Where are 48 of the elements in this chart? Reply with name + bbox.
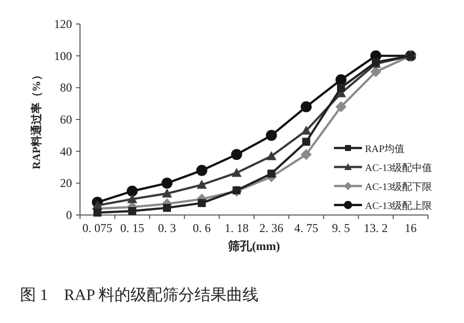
y-tick-label: 60 xyxy=(60,112,72,126)
point xyxy=(300,149,312,160)
x-tick-label: 0. 6 xyxy=(192,221,211,235)
y-tick-label: 80 xyxy=(60,80,72,95)
point xyxy=(196,164,208,176)
caption: 图 1 RAP 料的级配筛分结果曲线 xyxy=(20,286,259,304)
y-tick-label: 20 xyxy=(60,176,72,190)
point xyxy=(196,180,207,189)
x-tick-label: 0. 3 xyxy=(158,221,176,235)
point xyxy=(232,168,242,177)
point xyxy=(163,204,171,212)
point xyxy=(267,170,276,178)
point xyxy=(302,138,310,146)
x-tick-label: 13. 2 xyxy=(364,221,388,235)
y-axis-title: RAP料通过率（%） xyxy=(30,70,43,170)
x-tick-label: 2. 36 xyxy=(259,221,284,235)
point xyxy=(231,149,242,160)
point xyxy=(337,84,345,92)
legend-label: RAP均值 xyxy=(365,143,404,155)
x-tick-label: 4. 75 xyxy=(294,221,318,235)
point xyxy=(301,126,312,135)
point xyxy=(128,207,136,216)
x-tick-label: 9. 5 xyxy=(332,221,350,235)
legend-label: AC-13级配中值 xyxy=(365,162,432,174)
point xyxy=(336,74,346,86)
y-tick-label: 0 xyxy=(66,208,72,222)
point xyxy=(126,186,138,197)
point xyxy=(198,199,206,208)
point xyxy=(232,186,241,194)
point xyxy=(266,151,276,160)
point xyxy=(266,130,277,141)
point xyxy=(162,188,172,198)
x-tick-label: 0. 075 xyxy=(82,221,112,235)
legend-label: AC-13级配下限 xyxy=(365,181,432,193)
x-tick-label: 16 xyxy=(404,221,417,235)
x-tick-label: 1. 18 xyxy=(224,221,249,235)
y-tick-label: 100 xyxy=(54,48,72,63)
y-tick-label: 40 xyxy=(60,144,72,158)
point xyxy=(162,178,172,189)
point xyxy=(127,194,138,204)
legend-label: AC-13级配上限 xyxy=(365,200,432,212)
point xyxy=(300,101,312,112)
y-tick-label: 120 xyxy=(54,17,72,31)
x-axis-title: 筛孔(mm) xyxy=(227,239,280,253)
point xyxy=(336,101,346,112)
point xyxy=(370,66,382,78)
point xyxy=(93,208,102,217)
x-tick-label: 0. 15 xyxy=(120,221,144,235)
